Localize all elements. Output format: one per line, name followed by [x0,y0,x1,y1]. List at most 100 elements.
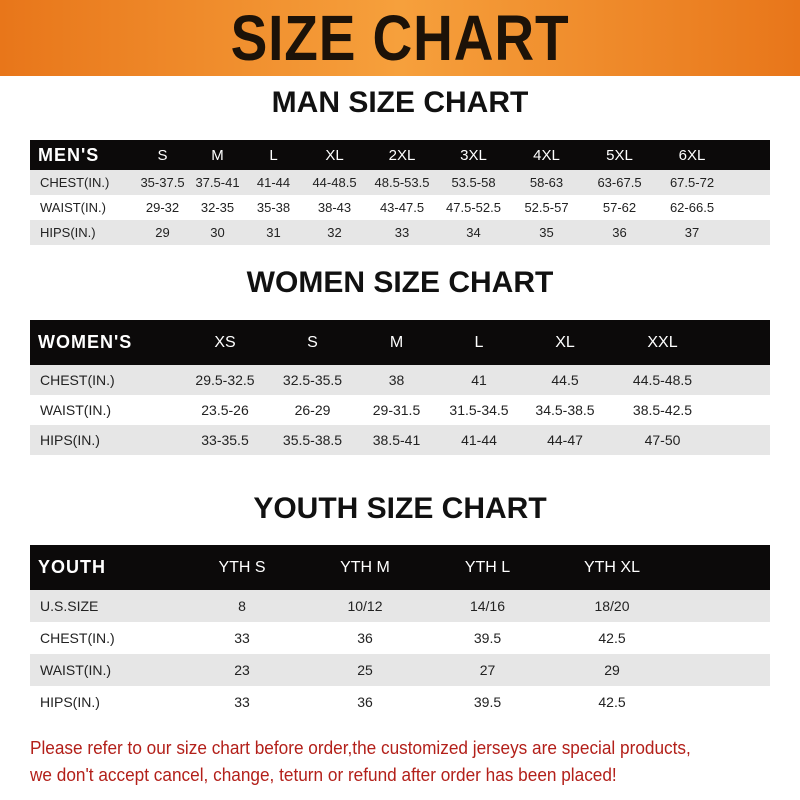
table-row: CHEST(IN.) 33 36 39.5 42.5 [30,622,770,654]
table-cell: 33 [234,630,250,646]
table-cell: 53.5-58 [451,175,496,190]
table-cell: 27 [479,662,496,678]
women-size-table: WOMEN'S XS S M L XL XXL CHEST(IN.) 29.5-32.5 32.5… [30,320,770,455]
table-cell: 44-47 [547,432,583,448]
table-cell: 33 [394,225,410,240]
table-cell: 35.5-38.5 [282,432,343,448]
men-size-table: MEN'S S M L XL 2XL 3XL 4XL 5XL 6XL CHEST(IN.) 35-37… [30,140,770,245]
table-row: HIPS(IN.) 33-35.5 35.5-38.5 38.5-41 41-44 44-… [30,425,770,455]
size-header: 2XL [388,146,416,164]
table-cell: 34 [466,225,481,240]
table-cell: 31.5-34.5 [449,402,509,418]
men-section-title: MAN SIZE CHART [271,86,529,119]
table-row: WAIST(IN.) 23 25 27 29 [30,654,770,686]
size-header: S [307,333,318,351]
table-cell: 38 [388,372,405,388]
table-cell: 36 [612,225,627,240]
table-cell: 29-31.5 [372,402,421,418]
table-cell: 14/16 [469,598,506,614]
size-header: S [157,146,168,164]
table-row: CHEST(IN.) 29.5-32.5 32.5-35.5 38 41 44.5 44.5… [30,365,770,395]
table-cell: 44.5 [551,372,579,388]
table-cell: 38.5-42.5 [632,402,693,418]
table-cell: 32-35 [200,200,235,215]
table-row: HIPS(IN.) 29 30 31 32 33 34 35 36 37 [30,220,770,245]
youth-section-title: YOUTH SIZE CHART [253,492,547,525]
row-label: CHEST(IN.) [40,630,115,646]
women-section-title: WOMEN SIZE CHART [246,266,554,299]
table-cell: 52.5-57 [524,200,569,215]
table-cell: 18/20 [594,598,630,614]
table-cell: 10/12 [347,598,383,614]
table-cell: 38.5-41 [372,432,421,448]
table-cell: 36 [357,694,373,710]
table-row: U.S.SIZE 8 10/12 14/16 18/20 [30,590,770,622]
table-cell: 39.5 [473,630,502,646]
table-cell: 47.5-52.5 [446,200,501,215]
row-label: HIPS(IN.) [40,694,100,710]
size-header: XL [325,146,344,164]
size-header: YTH M [340,558,390,576]
header-row: WOMEN'S XS S M L XL XXL [30,320,770,365]
table-cell: 23 [234,662,250,678]
header-row: MEN'S S M L XL 2XL 3XL 4XL 5XL 6XL [30,140,770,170]
size-header: 6XL [678,146,706,164]
notice-line: Please refer to our size chart before or… [30,737,691,758]
size-header: 4XL [533,146,560,164]
table-cell: 29 [155,225,170,240]
table-cell: 38-43 [317,200,352,215]
table-cell: 42.5 [598,630,626,646]
size-header: XL [555,333,575,351]
size-header: M [211,146,224,164]
table-cell: 41 [471,372,487,388]
table-cell: 32.5-35.5 [282,372,343,388]
order-notice: Please refer to our size chart before or… [30,734,737,788]
row-label: HIPS(IN.) [40,432,100,448]
row-label: WAIST(IN.) [40,402,112,418]
table-cell: 32 [327,225,342,240]
table-row: WAIST(IN.) 23.5-26 26-29 29-31.5 31.5-34.5 34… [30,395,770,425]
size-header: 5XL [606,146,633,164]
table-cell: 25 [357,662,373,678]
table-cell: 29.5-32.5 [195,372,255,388]
row-label: WAIST(IN.) [40,662,112,678]
table-cell: 37 [684,225,700,240]
table-cell: 35-38 [256,200,291,215]
table-cell: 58-63 [529,175,564,190]
table-cell: 63-67.5 [597,175,642,190]
size-header: YTH S [218,558,266,576]
main-title: SIZE CHART [230,2,570,74]
table-cell: 43-47.5 [379,200,425,215]
table-row: CHEST(IN.) 35-37.5 37.5-41 41-44 44-48.5 48.5… [30,170,770,195]
table-cell: 41-44 [461,432,497,448]
table-cell: 29 [604,662,620,678]
size-header: L [269,146,278,164]
table-heading: YOUTH [38,557,106,577]
size-header: XS [214,333,236,351]
table-cell: 41-44 [256,175,291,190]
table-cell: 39.5 [473,694,502,710]
table-cell: 44.5-48.5 [632,372,693,388]
table-cell: 35 [539,225,554,240]
header-row: YOUTH YTH S YTH M YTH L YTH XL [30,545,770,590]
size-header: XXL [647,333,678,351]
table-cell: 31 [266,225,281,240]
table-cell: 44-48.5 [312,175,357,190]
row-label: CHEST(IN.) [40,175,110,190]
table-cell: 30 [210,225,225,240]
table-row: WAIST(IN.) 29-32 32-35 35-38 38-43 43-47.5 47.… [30,195,770,220]
table-cell: 67.5-72 [669,175,715,190]
title-banner: SIZE CHART [0,0,800,76]
table-row: HIPS(IN.) 33 36 39.5 42.5 [30,686,770,718]
table-cell: 8 [238,598,246,614]
size-header: M [389,333,404,351]
table-cell: 48.5-53.5 [374,175,430,190]
table-cell: 33 [234,694,250,710]
row-label: WAIST(IN.) [40,200,106,215]
table-cell: 26-29 [294,402,331,418]
table-heading: WOMEN'S [38,332,133,352]
row-label: CHEST(IN.) [40,372,115,388]
table-heading: MEN'S [38,144,100,165]
table-cell: 62-66.5 [669,200,715,215]
notice-line: we don't accept cancel, change, teturn o… [30,764,617,785]
